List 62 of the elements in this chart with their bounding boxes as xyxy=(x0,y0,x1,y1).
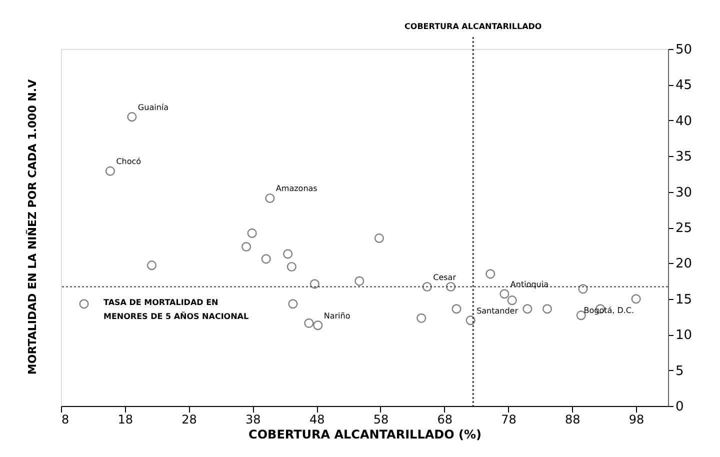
point xyxy=(452,304,462,314)
point xyxy=(288,299,298,309)
x-tick-label: 98 xyxy=(628,412,644,426)
point xyxy=(79,299,89,309)
point xyxy=(374,233,384,243)
ref-line-label: COBERTURA ALCANTARILLADO xyxy=(404,22,542,31)
y-tick-label: 30 xyxy=(676,185,692,200)
x-tick-label: 48 xyxy=(309,412,325,426)
y-tick-label: 40 xyxy=(676,114,692,129)
x-tick-label: 8 xyxy=(62,412,70,426)
point xyxy=(576,310,586,320)
point xyxy=(304,318,314,328)
point xyxy=(631,294,641,304)
point xyxy=(542,304,552,314)
x-tick-label: 28 xyxy=(182,412,197,426)
point xyxy=(127,112,137,122)
point xyxy=(522,304,532,314)
y-tick-label: 50 xyxy=(676,42,692,58)
point xyxy=(265,193,275,203)
point xyxy=(310,279,320,289)
annotation: Nariño xyxy=(324,311,350,320)
y-tick-label: 35 xyxy=(676,150,692,165)
y-tick-label: 0 xyxy=(676,400,684,414)
y-tick-label: 45 xyxy=(676,78,692,94)
point xyxy=(500,289,510,299)
point xyxy=(446,282,456,292)
annotation: Chocó xyxy=(116,157,142,166)
x-tick-label: 38 xyxy=(246,412,261,426)
annotation: Amazonas xyxy=(276,184,318,194)
point xyxy=(507,296,517,306)
point xyxy=(354,276,364,286)
annotation: Santander xyxy=(476,306,519,316)
point xyxy=(105,166,115,176)
x-tick-label: 88 xyxy=(565,412,580,426)
point xyxy=(146,260,157,270)
y-tick-label: 10 xyxy=(676,328,692,344)
x-axis-title: COBERTURA ALCANTARILLADO (%) xyxy=(248,428,482,442)
y-tick-label: 20 xyxy=(676,256,692,272)
y-tick-label: 25 xyxy=(676,221,692,236)
point xyxy=(286,262,296,272)
y-axis-title: MORTALIDAD EN LA NIÑEZ POR CADA 1.000 N.V xyxy=(25,78,39,375)
point xyxy=(247,228,257,238)
annotation: Antioquia xyxy=(510,280,549,289)
y-tick-label: 15 xyxy=(676,292,692,308)
point xyxy=(466,316,476,326)
annotation: Guainía xyxy=(138,102,169,112)
x-tick-label: 78 xyxy=(501,412,516,426)
point xyxy=(283,249,293,259)
point xyxy=(416,313,426,323)
point xyxy=(313,320,323,330)
annotation: Bogotá, D.C. xyxy=(584,306,634,315)
annotation: Cesar xyxy=(433,272,457,282)
ref-line-label: TASA DE MORTALIDAD EN MENORES DE 5 AÑOS NACIONAL xyxy=(103,298,249,321)
x-tick-label: 68 xyxy=(437,412,453,426)
x-tick-label: 18 xyxy=(118,412,134,426)
point xyxy=(578,284,588,294)
point xyxy=(486,269,496,279)
point xyxy=(422,282,432,292)
point xyxy=(242,242,252,252)
point xyxy=(261,254,271,264)
x-tick-label: 58 xyxy=(373,412,389,426)
y-tick-label: 5 xyxy=(676,364,684,379)
